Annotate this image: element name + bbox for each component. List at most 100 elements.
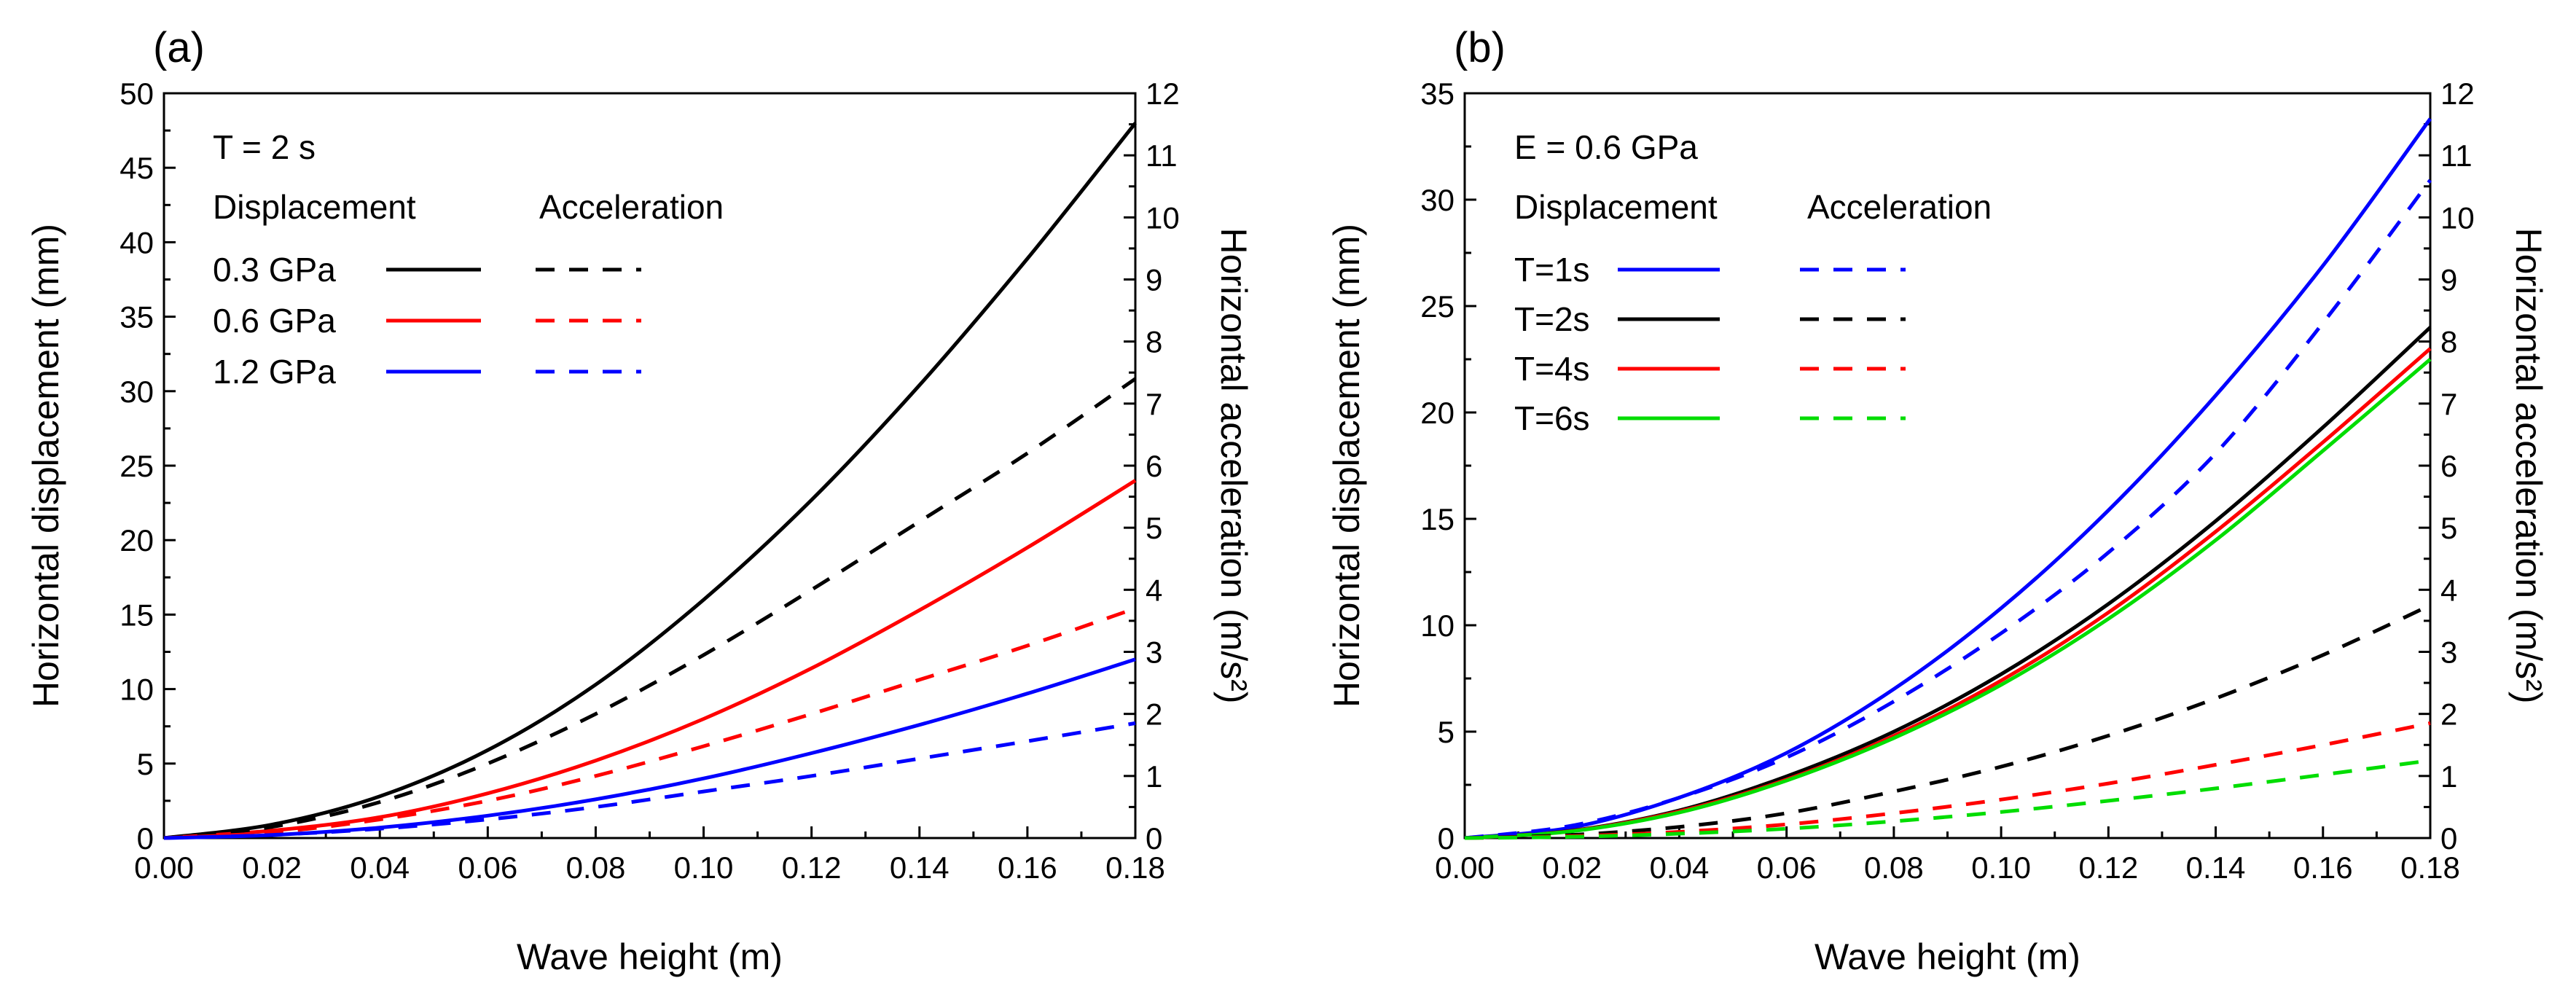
y2-tick-label: 7 bbox=[2440, 387, 2457, 421]
x-tick-label: 0.08 bbox=[1864, 850, 1924, 885]
panel-a: 0.00 0.02 0.04 0.06 0.08 0.10 0.12 0.14 0.16 0.18… bbox=[26, 24, 1254, 977]
y-tick-label: 40 bbox=[120, 225, 154, 259]
legend-row-label: 0.6 GPa bbox=[213, 302, 336, 340]
y2-tick-label: 0 bbox=[2440, 821, 2457, 856]
y2-tick-label: 6 bbox=[2440, 449, 2457, 483]
y2-tick-label: 12 bbox=[2440, 77, 2475, 111]
panel-label: (a) bbox=[153, 24, 205, 71]
y2-tick-label: 0 bbox=[1146, 821, 1162, 856]
legend-header-displacement: Displacement bbox=[213, 188, 416, 226]
series-displacement-t-1s bbox=[1464, 117, 2432, 840]
panel-b: 0.00 0.02 0.04 0.06 0.08 0.10 0.12 0.14 0.16 0.18… bbox=[1326, 24, 2549, 977]
x-tick-label: 0.14 bbox=[890, 850, 950, 885]
y-tick-label: 30 bbox=[1420, 183, 1455, 217]
y2-axis-title: Horizontal acceleration (m/s²) bbox=[1213, 228, 1254, 704]
x-tick-label: 0.02 bbox=[1542, 850, 1602, 885]
series-acceleration-t-4s bbox=[1464, 721, 2431, 840]
y2-tick-label: 3 bbox=[2440, 635, 2457, 670]
y2-tick-label: 6 bbox=[1146, 449, 1162, 483]
series-displacement-1-2-gpa bbox=[163, 657, 1136, 840]
y2-tick-label: 1 bbox=[2440, 759, 2457, 794]
x-axis-title: Wave height (m) bbox=[517, 936, 783, 977]
y2-tick-label: 10 bbox=[2440, 200, 2475, 235]
x-tick-label: 0.12 bbox=[782, 850, 842, 885]
x-tick-label: 0.12 bbox=[2078, 850, 2138, 885]
x-axis-title: Wave height (m) bbox=[1814, 936, 2080, 977]
series-displacement-t-4s bbox=[1464, 347, 2432, 840]
y2-tick-label: 8 bbox=[1146, 325, 1162, 359]
y2-tick-label: 1 bbox=[1146, 759, 1162, 794]
y2-tick-label: 7 bbox=[1146, 387, 1162, 421]
x-tick-label: 0.10 bbox=[1971, 850, 2031, 885]
x-tick-label: 0.02 bbox=[242, 850, 302, 885]
y-tick-label: 25 bbox=[120, 449, 154, 483]
y-tick-label: 15 bbox=[120, 598, 154, 632]
y-tick-label: 0 bbox=[1438, 821, 1455, 856]
y-tick-label: 20 bbox=[120, 523, 154, 557]
legend-row-label: 1.2 GPa bbox=[213, 353, 336, 391]
x-tick-label: 0.00 bbox=[134, 850, 194, 885]
y-tick-label: 10 bbox=[1420, 608, 1455, 643]
y-tick-label: 10 bbox=[120, 673, 154, 707]
y-tick-label: 35 bbox=[120, 300, 154, 334]
y2-tick-label: 9 bbox=[2440, 263, 2457, 297]
x-tick-label: 0.16 bbox=[998, 850, 1057, 885]
series-acceleration-t-1s bbox=[1464, 179, 2432, 840]
y-tick-label: 20 bbox=[1420, 396, 1455, 430]
series-acceleration-0-3-gpa bbox=[163, 377, 1137, 840]
y-axis-title: Horizontal displacement (mm) bbox=[1326, 224, 1367, 708]
y2-tick-label: 11 bbox=[2440, 138, 2473, 173]
legend-header-acceleration: Acceleration bbox=[539, 188, 724, 226]
y2-tick-label: 9 bbox=[1146, 263, 1162, 297]
legend-row-label: T=6s bbox=[1514, 399, 1590, 437]
y2-tick-label: 5 bbox=[1146, 511, 1162, 545]
series-acceleration-t-2s bbox=[1464, 603, 2432, 840]
y-tick-label: 30 bbox=[120, 375, 154, 409]
x-tick-label: 0.16 bbox=[2293, 850, 2353, 885]
y2-tick-label: 10 bbox=[1146, 200, 1180, 235]
x-tick-label: 0.04 bbox=[350, 850, 410, 885]
x-tick-label: 0.18 bbox=[1105, 850, 1165, 885]
x-tick-label: 0.04 bbox=[1650, 850, 1710, 885]
legend-condition: E = 0.6 GPa bbox=[1514, 128, 1698, 166]
y-tick-label: 35 bbox=[1420, 77, 1455, 111]
y-tick-label: 5 bbox=[137, 747, 154, 781]
legend-row-label: T=2s bbox=[1514, 300, 1590, 338]
y-tick-label: 5 bbox=[1438, 715, 1455, 749]
y2-tick-label: 11 bbox=[1146, 138, 1178, 173]
y2-tick-label: 5 bbox=[2440, 511, 2457, 545]
legend-header-acceleration: Acceleration bbox=[1807, 188, 1992, 226]
y-tick-label: 0 bbox=[137, 821, 154, 856]
legend-header-displacement: Displacement bbox=[1514, 188, 1718, 226]
series-acceleration-t-6s bbox=[1464, 759, 2431, 840]
y-tick-label: 15 bbox=[1420, 502, 1455, 536]
series-displacement-t-2s bbox=[1464, 326, 2432, 840]
x-tick-label: 0.06 bbox=[1757, 850, 1817, 885]
legend-row-label: T=4s bbox=[1514, 350, 1590, 388]
x-tick-label: 0.00 bbox=[1435, 850, 1495, 885]
legend-row-label: T=1s bbox=[1514, 251, 1590, 289]
series-displacement-0-3-gpa bbox=[163, 122, 1137, 840]
legend-row-label: 0.3 GPa bbox=[213, 251, 336, 289]
y2-tick-label: 2 bbox=[1146, 697, 1162, 732]
y2-tick-label: 4 bbox=[1146, 573, 1162, 607]
x-tick-label: 0.14 bbox=[2186, 850, 2246, 885]
y2-tick-label: 4 bbox=[2440, 573, 2457, 607]
y-tick-label: 45 bbox=[120, 151, 154, 185]
y2-tick-label: 2 bbox=[2440, 697, 2457, 732]
series-displacement-t-6s bbox=[1464, 358, 2432, 840]
y-axis-title: Horizontal displacement (mm) bbox=[26, 224, 66, 708]
y-tick-label: 25 bbox=[1420, 289, 1455, 324]
y2-tick-label: 8 bbox=[2440, 325, 2457, 359]
x-tick-label: 0.08 bbox=[566, 850, 626, 885]
x-tick-label: 0.18 bbox=[2400, 850, 2460, 885]
y2-tick-label: 3 bbox=[1146, 635, 1162, 670]
series-acceleration-1-2-gpa bbox=[163, 721, 1136, 840]
x-tick-label: 0.10 bbox=[674, 850, 734, 885]
y2-tick-label: 12 bbox=[1146, 77, 1180, 111]
y-tick-label: 50 bbox=[120, 77, 154, 111]
series-displacement-0-6-gpa bbox=[163, 479, 1137, 840]
legend-condition: T = 2 s bbox=[213, 128, 316, 166]
x-tick-label: 0.06 bbox=[458, 850, 517, 885]
